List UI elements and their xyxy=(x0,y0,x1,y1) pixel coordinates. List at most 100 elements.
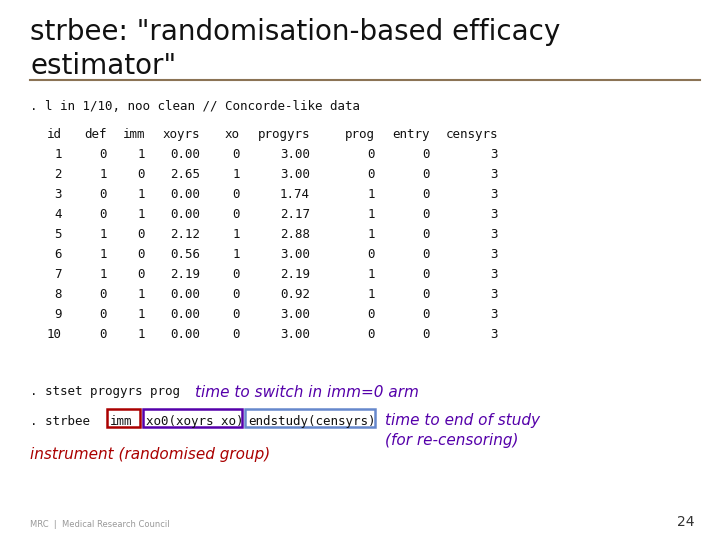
Text: 0.92: 0.92 xyxy=(280,288,310,301)
Text: 3: 3 xyxy=(490,248,498,261)
Text: 1: 1 xyxy=(367,268,375,281)
Text: 0: 0 xyxy=(233,188,240,201)
Text: 3.00: 3.00 xyxy=(280,168,310,181)
Text: estimator": estimator" xyxy=(30,52,176,80)
Text: 1: 1 xyxy=(367,228,375,241)
Text: 0: 0 xyxy=(233,288,240,301)
Text: 0: 0 xyxy=(233,208,240,221)
Text: . stset progyrs prog: . stset progyrs prog xyxy=(30,385,180,398)
Text: 0: 0 xyxy=(99,208,107,221)
Text: 1: 1 xyxy=(233,168,240,181)
Text: 3.00: 3.00 xyxy=(280,248,310,261)
Text: 0: 0 xyxy=(423,148,430,161)
Text: 1: 1 xyxy=(233,248,240,261)
Text: 0: 0 xyxy=(99,328,107,341)
Text: 1: 1 xyxy=(367,288,375,301)
Text: 0: 0 xyxy=(423,308,430,321)
Bar xyxy=(245,409,375,427)
Text: 5: 5 xyxy=(55,228,62,241)
Text: def: def xyxy=(84,128,107,141)
Text: 2: 2 xyxy=(55,168,62,181)
Text: prog: prog xyxy=(345,128,375,141)
Text: 0: 0 xyxy=(99,148,107,161)
Text: 0: 0 xyxy=(138,248,145,261)
Text: 8: 8 xyxy=(55,288,62,301)
Text: 1: 1 xyxy=(138,288,145,301)
Text: 0: 0 xyxy=(423,248,430,261)
Text: 3: 3 xyxy=(490,268,498,281)
Text: 0.00: 0.00 xyxy=(170,288,200,301)
Text: 0: 0 xyxy=(423,228,430,241)
Text: entry: entry xyxy=(392,128,430,141)
Text: 0: 0 xyxy=(138,268,145,281)
Text: 3.00: 3.00 xyxy=(280,308,310,321)
Text: 0: 0 xyxy=(233,308,240,321)
Text: 0.00: 0.00 xyxy=(170,208,200,221)
Text: 0: 0 xyxy=(423,288,430,301)
Text: 3: 3 xyxy=(490,168,498,181)
Text: 1: 1 xyxy=(99,168,107,181)
Text: 3: 3 xyxy=(490,148,498,161)
Text: . strbee: . strbee xyxy=(30,415,97,428)
Text: instrument (randomised group): instrument (randomised group) xyxy=(30,447,270,462)
Text: id: id xyxy=(47,128,62,141)
Text: 3.00: 3.00 xyxy=(280,328,310,341)
Text: 0: 0 xyxy=(233,268,240,281)
Bar xyxy=(143,409,242,427)
Text: 10: 10 xyxy=(47,328,62,341)
Text: censyrs: censyrs xyxy=(446,128,498,141)
Text: time to end of study
(for re-censoring): time to end of study (for re-censoring) xyxy=(385,413,540,448)
Text: imm: imm xyxy=(110,415,132,428)
Text: 0: 0 xyxy=(367,248,375,261)
Text: 1: 1 xyxy=(138,188,145,201)
Text: 3: 3 xyxy=(490,328,498,341)
Text: 0.56: 0.56 xyxy=(170,248,200,261)
Text: 1: 1 xyxy=(367,208,375,221)
Text: progyrs: progyrs xyxy=(258,128,310,141)
Text: 3: 3 xyxy=(55,188,62,201)
Bar xyxy=(107,409,140,427)
Text: 1: 1 xyxy=(99,248,107,261)
Text: 7: 7 xyxy=(55,268,62,281)
Text: 2.17: 2.17 xyxy=(280,208,310,221)
Text: 0: 0 xyxy=(423,168,430,181)
Text: xoyrs: xoyrs xyxy=(163,128,200,141)
Text: 0: 0 xyxy=(233,148,240,161)
Text: xo0(xoyrs xo): xo0(xoyrs xo) xyxy=(146,415,243,428)
Text: time to switch in imm=0 arm: time to switch in imm=0 arm xyxy=(195,385,419,400)
Text: 0: 0 xyxy=(367,168,375,181)
Text: . l in 1/10, noo clean // Concorde-like data: . l in 1/10, noo clean // Concorde-like … xyxy=(30,100,360,113)
Text: 3: 3 xyxy=(490,208,498,221)
Text: 1: 1 xyxy=(138,208,145,221)
Text: 2.88: 2.88 xyxy=(280,228,310,241)
Text: 2.19: 2.19 xyxy=(170,268,200,281)
Text: 3: 3 xyxy=(490,188,498,201)
Text: 9: 9 xyxy=(55,308,62,321)
Text: 4: 4 xyxy=(55,208,62,221)
Text: 0: 0 xyxy=(99,288,107,301)
Text: 0.00: 0.00 xyxy=(170,188,200,201)
Text: 1.74: 1.74 xyxy=(280,188,310,201)
Text: 0.00: 0.00 xyxy=(170,308,200,321)
Text: 1: 1 xyxy=(138,308,145,321)
Text: imm: imm xyxy=(122,128,145,141)
Text: 3: 3 xyxy=(490,288,498,301)
Text: 0: 0 xyxy=(423,328,430,341)
Text: 0.00: 0.00 xyxy=(170,328,200,341)
Text: 2.19: 2.19 xyxy=(280,268,310,281)
Text: 1: 1 xyxy=(233,228,240,241)
Text: 0: 0 xyxy=(138,168,145,181)
Text: MRC  |  Medical Research Council: MRC | Medical Research Council xyxy=(30,520,170,529)
Text: 0: 0 xyxy=(367,328,375,341)
Text: 1: 1 xyxy=(138,148,145,161)
Text: 2.65: 2.65 xyxy=(170,168,200,181)
Text: 0.00: 0.00 xyxy=(170,148,200,161)
Text: strbee: "randomisation-based efficacy: strbee: "randomisation-based efficacy xyxy=(30,18,560,46)
Text: 3: 3 xyxy=(490,228,498,241)
Text: 1: 1 xyxy=(99,268,107,281)
Text: 0: 0 xyxy=(423,268,430,281)
Text: 0: 0 xyxy=(99,188,107,201)
Text: 1: 1 xyxy=(55,148,62,161)
Text: 2.12: 2.12 xyxy=(170,228,200,241)
Text: 3.00: 3.00 xyxy=(280,148,310,161)
